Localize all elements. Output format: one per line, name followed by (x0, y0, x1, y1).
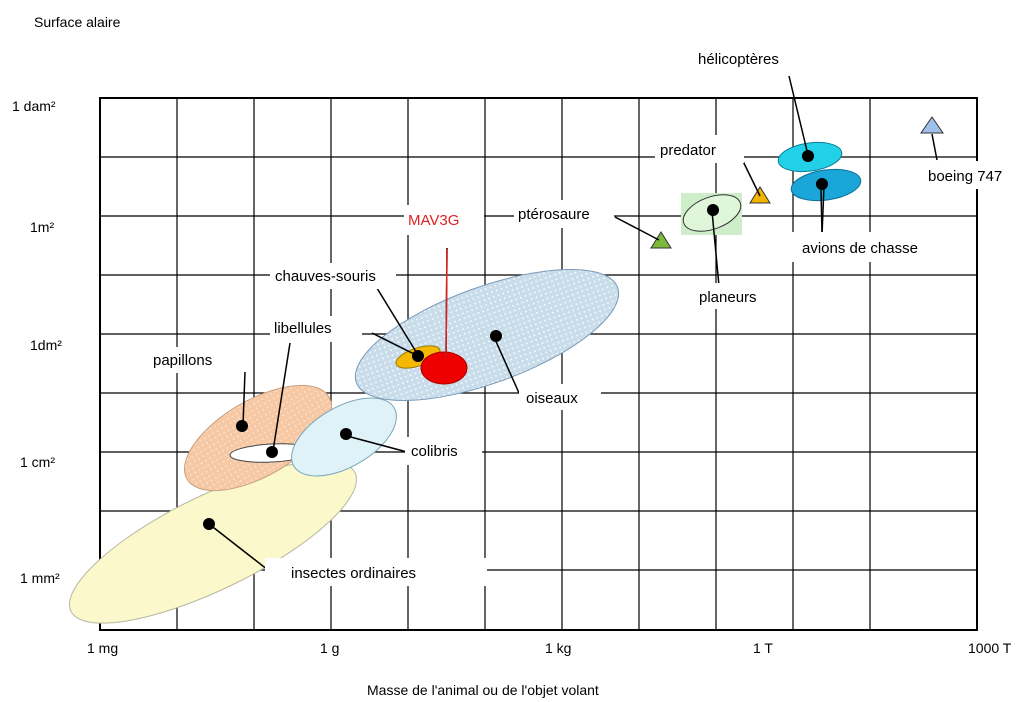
region-mav3g (420, 351, 468, 385)
dot-colibris (340, 428, 352, 440)
dot-chauves-souris (412, 350, 424, 362)
label-avions-de-chasse: avions de chasse (802, 240, 918, 257)
label-boeing-747: boeing 747 (928, 168, 1002, 185)
mav3g-leader (445, 248, 448, 357)
dot-helicopteres (802, 150, 814, 162)
label-planeurs: planeurs (699, 289, 757, 306)
label-chauves-souris: chauves-souris (275, 268, 376, 285)
region-papillons (183, 384, 333, 492)
label-libellules: libellules (274, 320, 332, 337)
plot-frame (99, 97, 978, 631)
y-tick-label: 1 mm² (20, 570, 60, 586)
data-dots (203, 150, 828, 530)
label-backgrounds (149, 48, 1022, 586)
y-tick-label: 1 dam² (12, 98, 56, 114)
y-tick-label: 1 cm² (20, 454, 55, 470)
label-insectes-ordinaires: insectes ordinaires (291, 565, 416, 582)
label-mav3g: MAV3G (408, 212, 459, 229)
dot-planeurs (707, 204, 719, 216)
x-tick-label: 1 kg (545, 640, 571, 656)
x-tick-labels: 1 mg 1 g 1 kg 1 T 1000 T (87, 640, 1012, 656)
y-tick-label: 1dm² (30, 337, 62, 353)
label-predator: predator (660, 142, 716, 159)
dot-insectes-ordinaires (203, 518, 215, 530)
dot-avions-de-chasse (816, 178, 828, 190)
y-tick-label: 1m² (30, 219, 54, 235)
region-insectes-ordinaires (69, 460, 357, 624)
x-axis-title: Masse de l'animal ou de l'objet volant (367, 682, 599, 698)
marker-pterosaure (650, 231, 672, 249)
label-oiseaux: oiseaux (526, 390, 578, 407)
dot-papillons (236, 420, 248, 432)
y-tick-labels: 1 dam² 1m² 1dm² 1 cm² 1 mm² (12, 98, 62, 586)
label-colibris: colibris (411, 443, 458, 460)
x-tick-label: 1 g (320, 640, 339, 656)
annotations: hélicoptères predator boeing 747 ptérosa… (153, 51, 1002, 582)
label-helicopteres: hélicoptères (698, 51, 779, 68)
x-tick-label: 1 mg (87, 640, 118, 656)
label-papillons: papillons (153, 352, 212, 369)
y-axis-title: Surface alaire (34, 14, 121, 30)
label-pterosaure: ptérosaure (518, 206, 590, 223)
x-tick-label: 1 T (753, 640, 773, 656)
dot-libellules (266, 446, 278, 458)
x-tick-label: 1000 T (968, 640, 1012, 656)
dot-oiseaux (490, 330, 502, 342)
marker-boeing-747 (920, 116, 944, 134)
